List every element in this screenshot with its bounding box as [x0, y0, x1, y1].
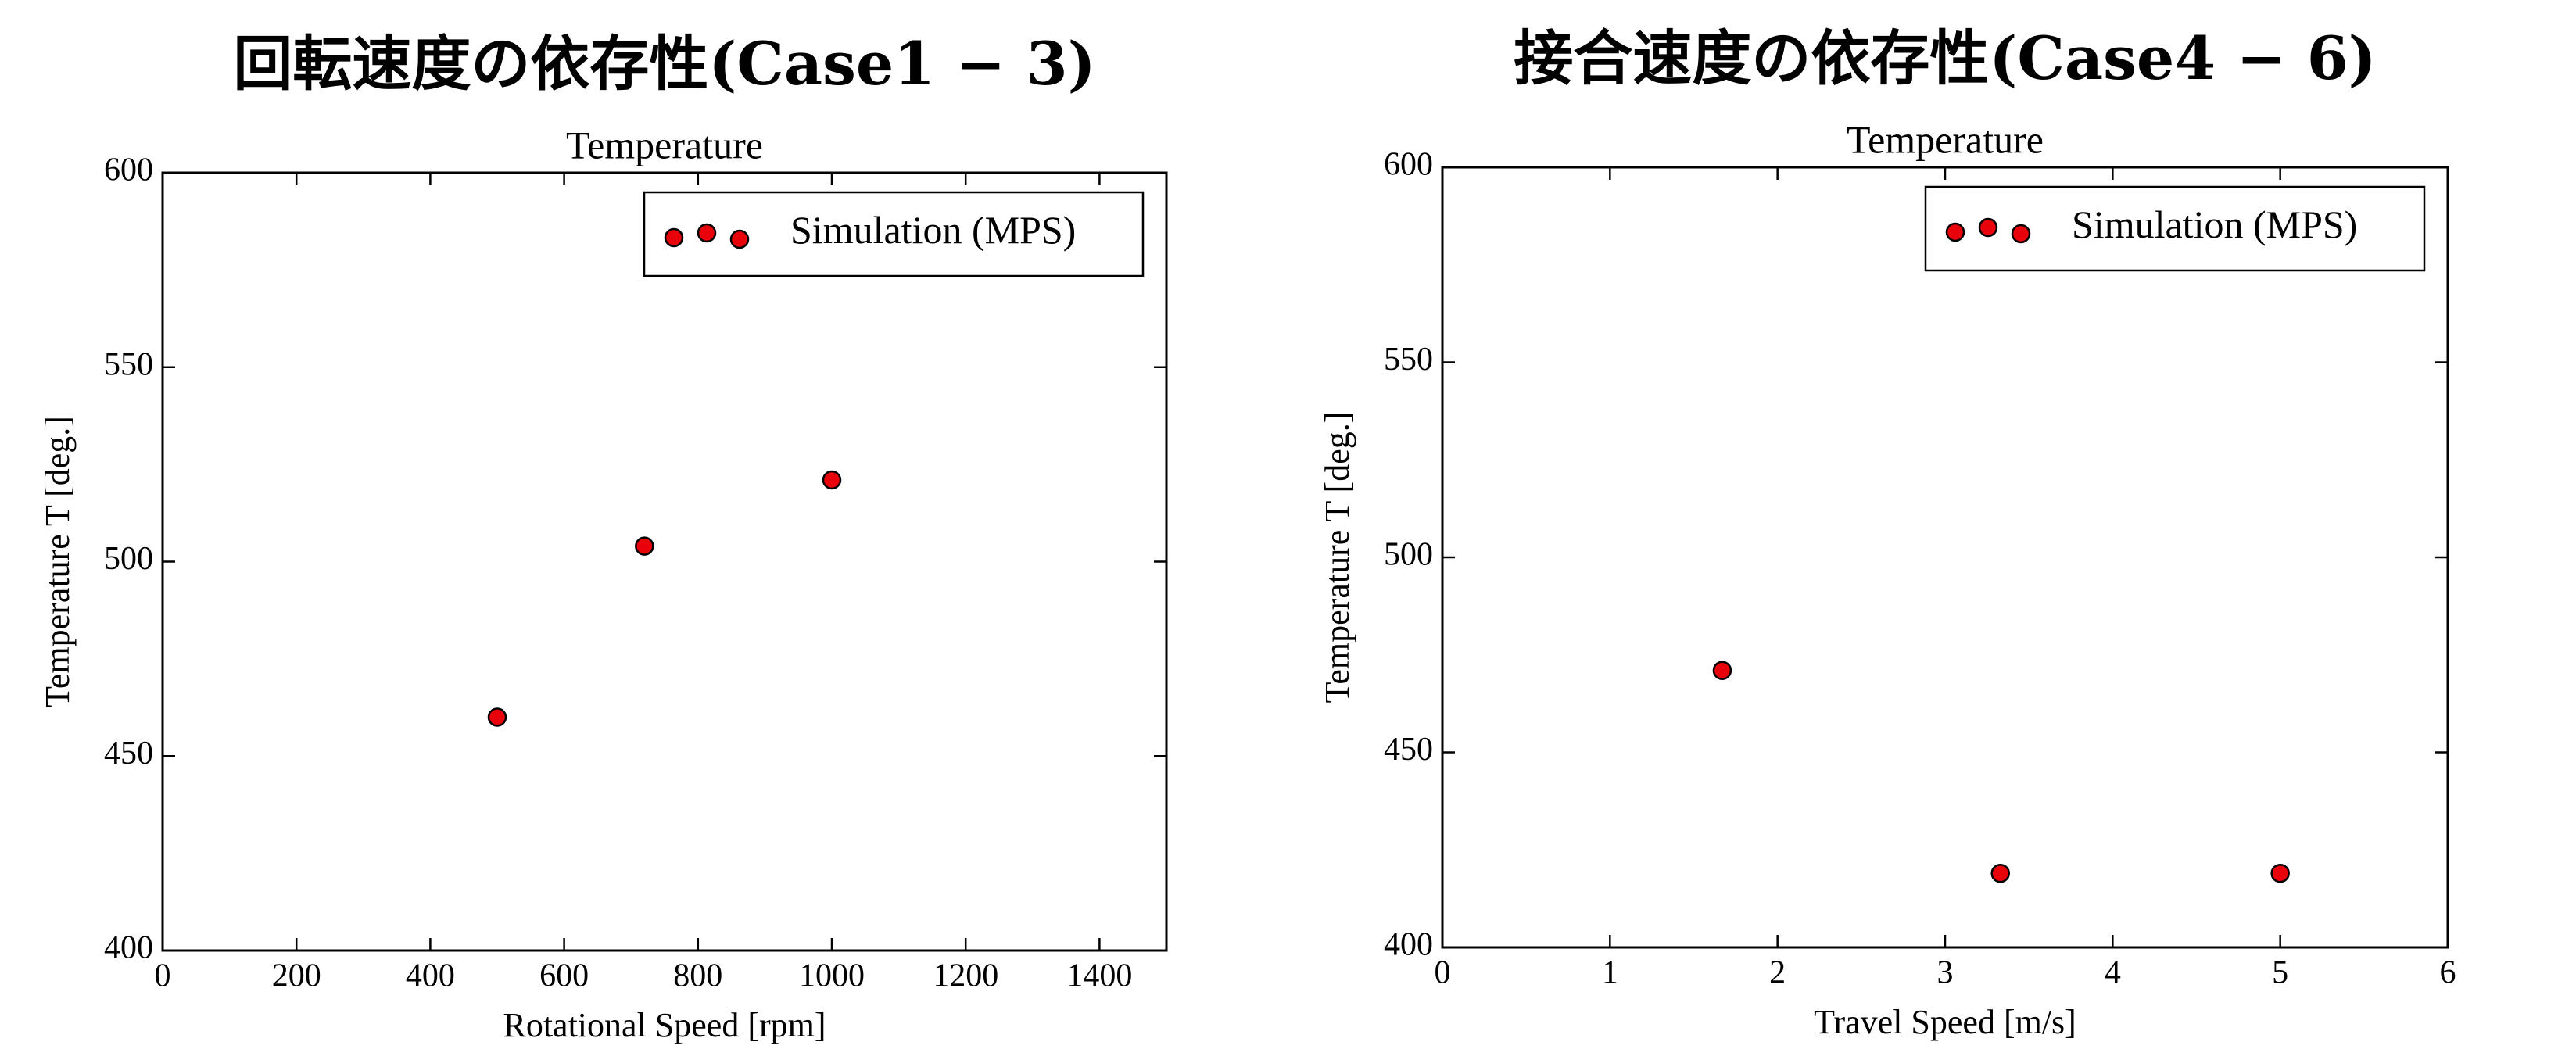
plot-frame [1441, 166, 2449, 949]
y-tick-label: 600 [104, 152, 153, 188]
legend-box [643, 191, 1145, 277]
x-tick-label: 1200 [933, 958, 998, 994]
legend-marker [697, 223, 717, 243]
legend-marker [729, 229, 750, 249]
legend-marker [664, 227, 684, 248]
point [2270, 863, 2290, 883]
y-tick-label: 450 [1384, 732, 1433, 768]
x-tick-label: 600 [539, 958, 589, 994]
point [1990, 863, 2010, 883]
x-tick-label: 2 [1769, 955, 1786, 991]
x-tick-label: 5 [2272, 955, 2288, 991]
y-axis-label: Temperature T [deg.] [1318, 412, 1356, 704]
x-tick-label: 3 [1937, 955, 1954, 991]
x-tick-label: 800 [673, 958, 722, 994]
point [822, 470, 842, 490]
chart-subtitle: Temperature [1847, 117, 2044, 161]
x-tick-label: 4 [2105, 955, 2121, 991]
x-tick-label: 6 [2440, 955, 2456, 991]
y-tick-label: 550 [1384, 342, 1433, 378]
y-tick-label: 600 [1384, 147, 1433, 183]
legend-label: Simulation (MPS) [790, 208, 1076, 252]
legend-marker [1978, 217, 1998, 238]
chart: 接合速度の依存性(Case4 − 6) Temperature 0 1 2 3 4 5 6 400… [1318, 23, 2456, 1041]
legend-box [1924, 185, 2426, 272]
chart: 回転速度の依存性(Case1 − 3) Temperature 0 200 400 600… [38, 29, 1168, 1044]
y-tick-label: 500 [104, 541, 153, 577]
x-tick-label: 1000 [799, 958, 865, 994]
x-tick-label: 0 [155, 958, 171, 994]
x-tick-label: 0 [1435, 955, 1451, 991]
x-axis-label: Rotational Speed [rpm] [503, 1006, 826, 1044]
point [635, 536, 654, 556]
point [487, 707, 507, 727]
chart-title: 接合速度の依存性(Case4 − 6) [1514, 23, 2376, 93]
y-tick-label: 400 [104, 930, 153, 966]
chart-subtitle: Temperature [566, 123, 763, 166]
x-axis-label: Travel Speed [m/s] [1814, 1003, 2076, 1041]
chart-title: 回転速度の依存性(Case1 − 3) [233, 29, 1095, 98]
y-axis-label: Temperature T [deg.] [38, 416, 77, 707]
legend-marker [1945, 222, 1965, 242]
x-tick-label: 1 [1602, 955, 1618, 991]
y-tick-label: 450 [104, 736, 153, 772]
point [1712, 661, 1732, 680]
y-tick-label: 500 [1384, 537, 1433, 573]
y-tick-label: 550 [104, 346, 153, 382]
plot-frame [161, 171, 1168, 952]
x-tick-label: 200 [272, 958, 321, 994]
x-tick-label: 400 [406, 958, 455, 994]
legend-marker [2011, 224, 2031, 244]
legend-label: Simulation (MPS) [2072, 202, 2357, 246]
x-tick-label: 1400 [1066, 958, 1132, 994]
y-tick-label: 400 [1384, 927, 1433, 963]
